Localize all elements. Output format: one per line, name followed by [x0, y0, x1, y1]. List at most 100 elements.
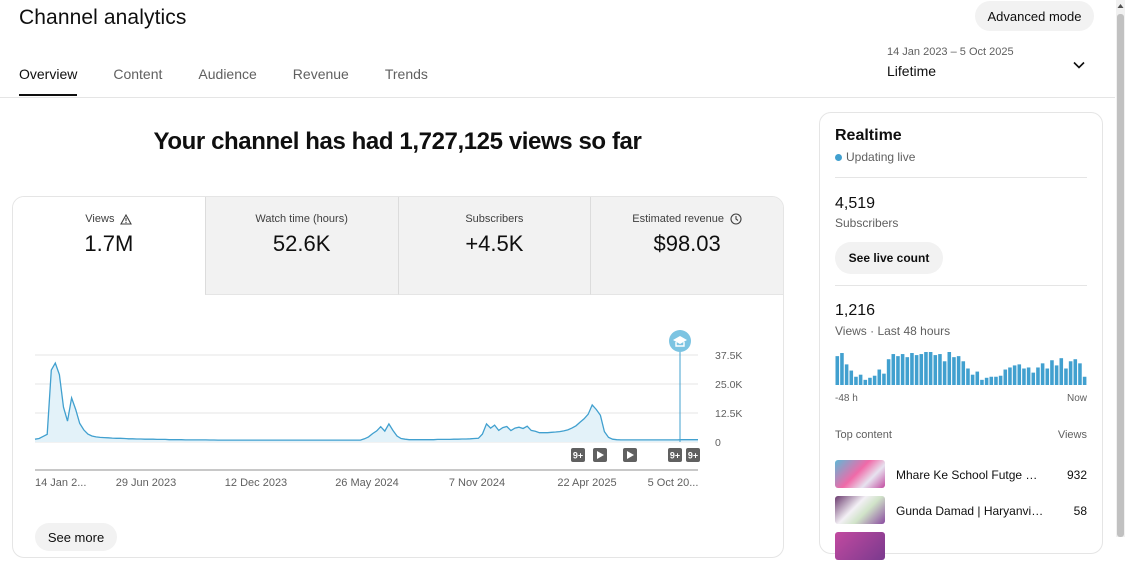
realtime-bar [947, 352, 952, 385]
tab-bar: Overview Content Audience Revenue Trends [19, 66, 464, 96]
realtime-bar [863, 379, 868, 385]
svg-text:9+: 9+ [573, 451, 583, 461]
realtime-bar [961, 361, 966, 385]
realtime-bar [1050, 360, 1054, 385]
see-more-button[interactable]: See more [35, 523, 117, 551]
top-content-label: Top content [835, 429, 892, 441]
metric-watch-time[interactable]: Watch time (hours) 52.6K [204, 197, 398, 295]
metric-value: 52.6K [272, 231, 331, 256]
realtime-bar [886, 359, 891, 385]
top-content-row[interactable]: Mhare Ke School Futge Dj ... 932 [835, 460, 1087, 490]
see-live-count-button[interactable]: See live count [835, 242, 943, 274]
realtime-panel: Realtime Updating live 4,519 Subscribers… [819, 112, 1103, 560]
live-status: Updating live [846, 150, 916, 164]
realtime-bar [1064, 368, 1068, 385]
realtime-bar [868, 377, 872, 385]
y-tick-label: 37.5K [715, 350, 742, 362]
realtime-bar [952, 357, 956, 385]
realtime-bar [1073, 359, 1078, 385]
tab-content[interactable]: Content [113, 66, 163, 82]
video-title: Mhare Ke School Futge Dj ... [896, 468, 1046, 482]
realtime-axis-end: Now [1066, 393, 1087, 404]
top-content-row[interactable]: Gunda Damad | Haryanvi Re... 58 [835, 496, 1087, 526]
realtime-bar [872, 375, 877, 385]
page-title: Channel analytics [19, 6, 187, 29]
tab-revenue[interactable]: Revenue [292, 66, 349, 82]
realtime-bar [1003, 369, 1008, 385]
realtime-bar [840, 353, 844, 385]
realtime-bar [1008, 367, 1012, 385]
overview-chart-card: Views 1.7M Watch time (hours) 52.6K Subs… [12, 196, 784, 558]
metric-subscribers[interactable]: Subscribers +4.5K [397, 197, 591, 295]
realtime-bar [956, 356, 961, 385]
realtime-bar [933, 355, 938, 385]
period-selector[interactable]: Lifetime [887, 63, 937, 79]
realtime-bar [1040, 363, 1045, 385]
chevron-down-icon[interactable] [1070, 56, 1088, 74]
realtime-bar [994, 376, 998, 385]
realtime-bar [1022, 368, 1026, 385]
scroll-up-arrow-icon[interactable] [1116, 0, 1125, 12]
realtime-bar-chart[interactable] [835, 349, 1087, 385]
x-tick-label: 14 Jan 2... [35, 477, 86, 489]
realtime-bar [1059, 358, 1064, 385]
realtime-bar [1026, 367, 1031, 385]
views-chart[interactable]: 37.5K 25.0K 12.5K 0 14 Jan 2... 29 Jun 2023 1… [13, 295, 783, 495]
realtime-bar [924, 352, 928, 385]
x-tick-label: 12 Dec 2023 [225, 477, 287, 489]
realtime-subscribers-label: Subscribers [835, 216, 899, 230]
metric-tabs: Views 1.7M Watch time (hours) 52.6K Subs… [13, 197, 783, 295]
tab-audience[interactable]: Audience [198, 66, 257, 82]
realtime-bar [877, 369, 882, 385]
video-marker-play-icon[interactable] [623, 448, 637, 462]
realtime-bar [896, 356, 900, 385]
x-tick-label: 7 Nov 2024 [449, 477, 505, 489]
realtime-bar [844, 364, 849, 385]
x-tick-label: 5 Oct 20... [648, 477, 699, 489]
realtime-bar [1082, 376, 1087, 385]
metric-label: Views [85, 213, 115, 225]
tab-overview[interactable]: Overview [19, 66, 78, 96]
metric-revenue[interactable]: Estimated revenue $98.03 [590, 197, 783, 295]
video-marker-play-icon[interactable] [593, 448, 607, 462]
tab-trends[interactable]: Trends [384, 66, 428, 82]
views-headline: Your channel has had 1,727,125 views so … [153, 128, 642, 155]
divider [835, 285, 1087, 286]
realtime-bar [1078, 363, 1082, 385]
realtime-bar [858, 374, 863, 385]
realtime-bar [910, 353, 914, 385]
video-marker-group-icon[interactable]: 9+ [686, 448, 700, 462]
realtime-bar [891, 354, 896, 385]
realtime-bar [835, 356, 840, 385]
realtime-bar [1031, 372, 1036, 385]
date-range-label[interactable]: 14 Jan 2023 – 5 Oct 2025 [887, 46, 1014, 58]
video-thumbnail [835, 460, 885, 488]
realtime-bar [919, 354, 924, 385]
scrollbar-thumb[interactable] [1117, 14, 1124, 537]
realtime-bar [998, 375, 1003, 385]
svg-text:9+: 9+ [670, 451, 680, 461]
advanced-mode-button[interactable]: Advanced mode [975, 1, 1094, 31]
realtime-bar [970, 374, 975, 385]
metric-value: +4.5K [465, 231, 524, 256]
x-tick-label: 26 May 2024 [335, 477, 399, 489]
top-content-views-label: Views [1057, 429, 1087, 441]
video-marker-group-icon[interactable]: 9+ [668, 448, 682, 462]
milestone-badge-icon[interactable] [669, 330, 691, 352]
video-marker-group-icon[interactable]: 9+ [571, 448, 585, 462]
realtime-bar [1054, 365, 1059, 385]
metric-views[interactable]: Views 1.7M [13, 197, 205, 295]
realtime-bar [900, 354, 905, 385]
realtime-bar [905, 357, 910, 385]
views-area [35, 363, 698, 442]
y-tick-label: 0 [715, 437, 721, 449]
metric-label: Estimated revenue [632, 213, 724, 225]
views-line [34, 361, 698, 441]
metric-value: $98.03 [653, 231, 721, 256]
realtime-bar [938, 354, 942, 385]
metric-label: Subscribers [465, 213, 524, 225]
realtime-bar [1068, 361, 1073, 385]
realtime-bar [914, 355, 919, 385]
realtime-bar [882, 373, 886, 385]
video-views: 58 [1073, 504, 1087, 518]
